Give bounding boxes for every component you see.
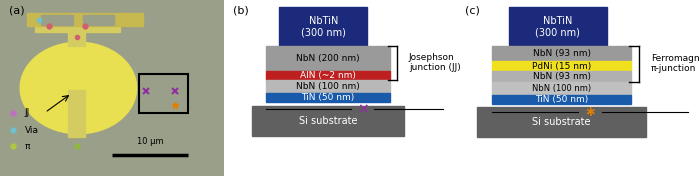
Text: (a): (a) <box>9 5 25 15</box>
Text: Si substrate: Si substrate <box>532 117 591 127</box>
Bar <box>509 7 607 46</box>
Bar <box>279 7 368 46</box>
Bar <box>491 95 631 104</box>
Text: NbTiN
(300 nm): NbTiN (300 nm) <box>536 16 580 37</box>
Bar <box>69 18 85 46</box>
Bar <box>83 15 114 25</box>
Bar <box>265 80 391 93</box>
Text: NbTiN
(300 nm): NbTiN (300 nm) <box>301 16 346 37</box>
Text: NbN (93 nm): NbN (93 nm) <box>533 72 591 81</box>
Text: Ferromagnetic
π-junction: Ferromagnetic π-junction <box>651 54 700 73</box>
Text: AlN (~2 nm): AlN (~2 nm) <box>300 71 356 80</box>
Text: ∗: ∗ <box>584 105 596 119</box>
Text: PdNi (15 nm): PdNi (15 nm) <box>532 61 592 71</box>
Bar <box>491 71 631 82</box>
Text: 10 μm: 10 μm <box>136 137 163 146</box>
Text: Si substrate: Si substrate <box>299 116 357 125</box>
Bar <box>265 71 391 80</box>
Bar <box>477 107 646 137</box>
Bar <box>265 93 391 102</box>
Circle shape <box>20 42 136 134</box>
Text: Josephson
junction (JJ): Josephson junction (JJ) <box>409 53 461 72</box>
Bar <box>69 90 85 137</box>
Bar <box>41 15 73 25</box>
Text: ×: × <box>357 102 368 116</box>
Text: NbN (100 nm): NbN (100 nm) <box>296 82 360 91</box>
Bar <box>265 46 391 71</box>
Text: TiN (50 nm): TiN (50 nm) <box>301 93 355 102</box>
Bar <box>491 46 631 61</box>
Bar <box>491 82 631 95</box>
Text: NbN (100 nm): NbN (100 nm) <box>532 84 591 93</box>
Bar <box>139 74 188 113</box>
Text: (b): (b) <box>233 5 249 15</box>
Text: TiN (50 nm): TiN (50 nm) <box>535 95 588 104</box>
Bar <box>85 25 120 32</box>
Text: NbN (93 nm): NbN (93 nm) <box>533 49 591 58</box>
Text: Via: Via <box>25 126 38 135</box>
Text: π: π <box>25 142 30 151</box>
Bar <box>35 25 69 32</box>
Bar <box>491 61 631 71</box>
Text: NbN (200 nm): NbN (200 nm) <box>296 54 360 63</box>
Bar <box>252 106 404 136</box>
Text: (c): (c) <box>465 5 480 15</box>
Text: JJ: JJ <box>25 108 30 117</box>
Bar <box>27 13 144 26</box>
